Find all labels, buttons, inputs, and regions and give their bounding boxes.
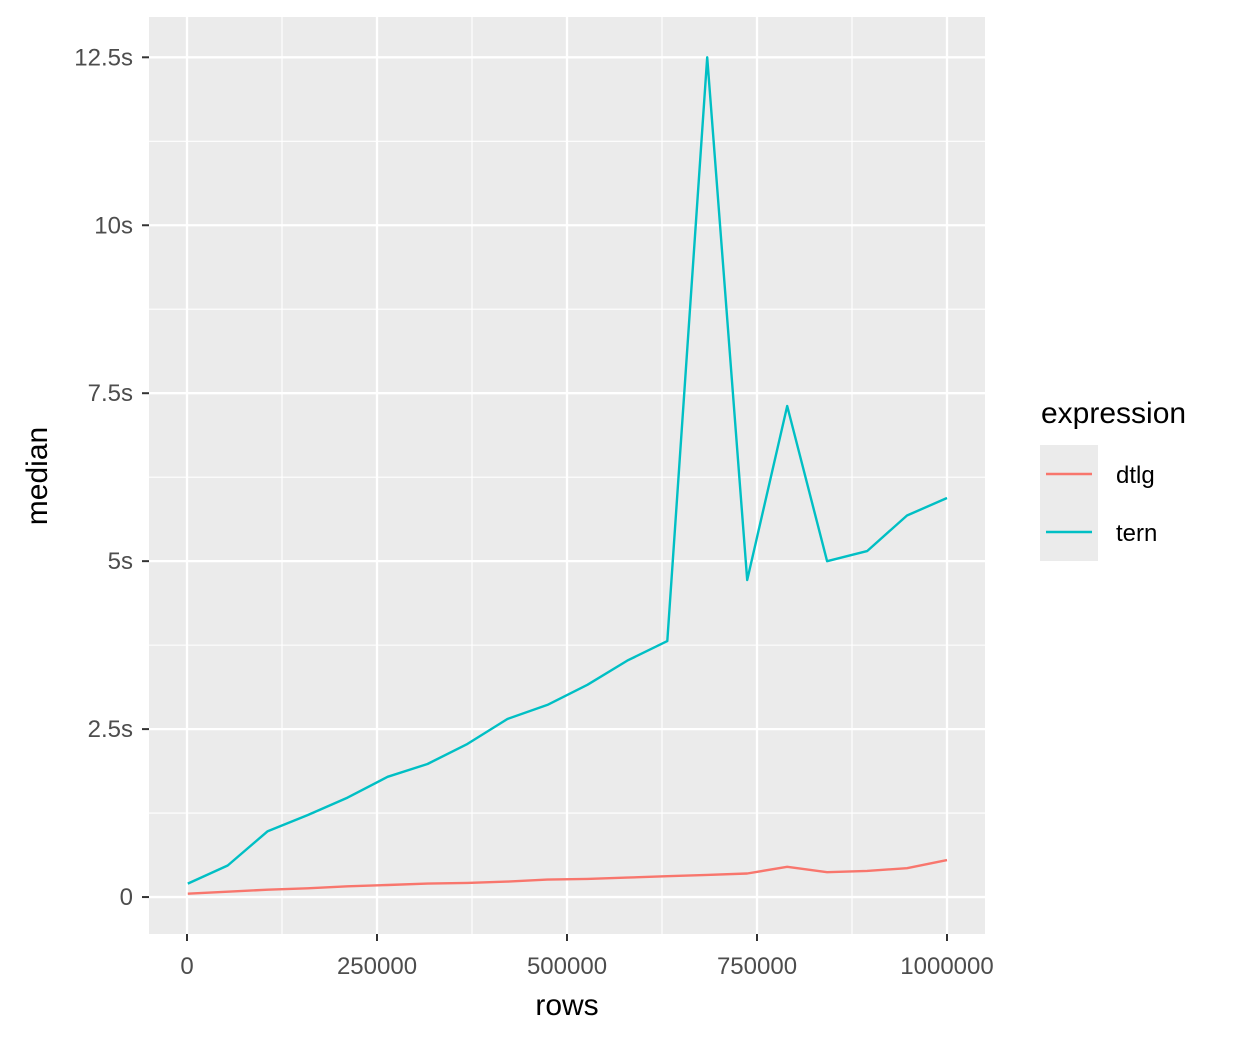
series-line-dtlg: [187, 858, 948, 895]
y-tick-label: 12.5s: [74, 44, 133, 71]
y-tick-label: 7.5s: [88, 380, 133, 407]
x-axis-label: rows: [535, 989, 598, 1022]
legend-label-dtlg: dtlg: [1116, 462, 1155, 489]
y-tick-label: 10s: [94, 212, 133, 239]
legend-title: expression: [1041, 397, 1186, 430]
x-tick-label: 0: [180, 953, 193, 980]
legend: expression dtlg tern: [1040, 397, 1186, 561]
series-line-tern: [187, 56, 948, 885]
legend-label-tern: tern: [1116, 520, 1157, 547]
y-tick-label: 0: [120, 884, 133, 911]
y-axis: 0 2.5s 5s 7.5s 10s 12.5s: [74, 44, 149, 911]
y-axis-label: median: [21, 427, 54, 525]
x-tick-label: 750000: [717, 953, 797, 980]
x-tick-label: 250000: [337, 953, 417, 980]
y-tick-label: 2.5s: [88, 716, 133, 743]
y-tick-label: 5s: [108, 548, 133, 575]
legend-entries: dtlg tern: [1040, 445, 1157, 561]
x-tick-label: 1000000: [900, 953, 993, 980]
x-axis: 0 250000 500000 750000 1000000: [180, 934, 994, 980]
x-tick-label: 500000: [527, 953, 607, 980]
series-lines: [187, 56, 948, 895]
